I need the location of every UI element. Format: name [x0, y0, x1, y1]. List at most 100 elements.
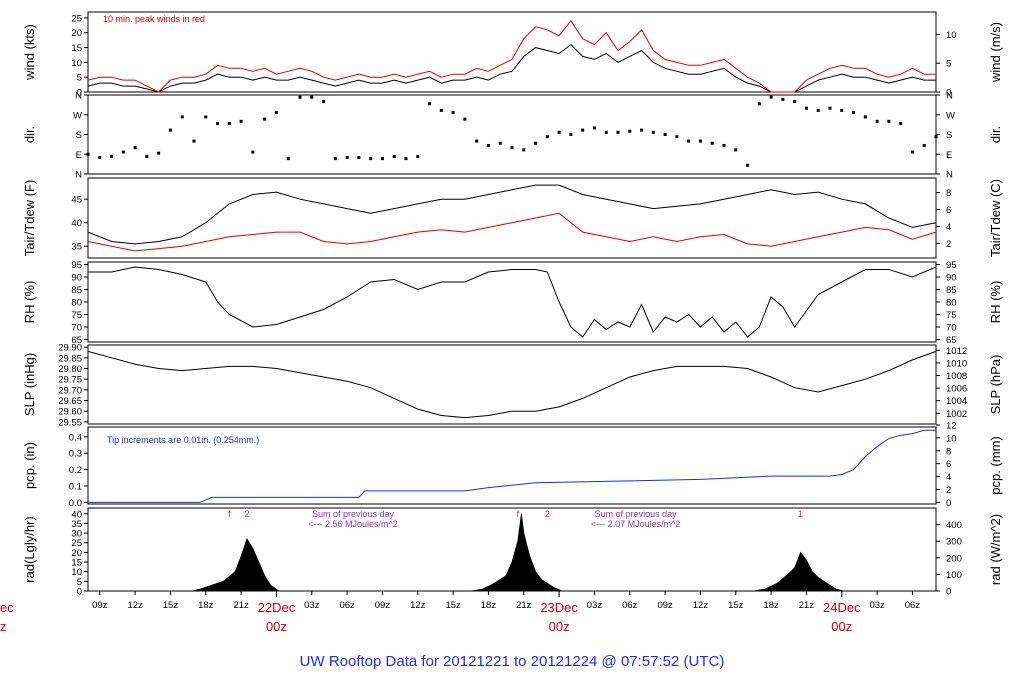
data-point — [557, 130, 561, 134]
day-label-hour: 00z — [549, 619, 570, 634]
ytick-left-label: 29.60 — [58, 407, 82, 418]
xtick-label: 15z — [728, 600, 744, 611]
data-point — [157, 151, 161, 155]
ytick-left-label: 25 — [71, 13, 82, 24]
ytick-left-label: 95 — [71, 260, 82, 271]
xtick-label: 21z — [799, 600, 815, 611]
annotation-text: f — [517, 509, 520, 519]
xtick-label: 09z — [375, 600, 391, 611]
y-axis-label-left: SLP (inHg) — [22, 353, 37, 416]
ytick-right-label: 10 — [946, 433, 957, 444]
ytick-right-label: 1010 — [946, 358, 967, 369]
ytick-left-label: 90 — [71, 273, 82, 284]
ytick-right-label: 0 — [946, 88, 951, 99]
ytick-left-label: 0 — [77, 88, 82, 99]
y-axis-label-right: rad (W/m^2) — [988, 514, 1003, 585]
ytick-left-label: N — [75, 170, 82, 181]
ytick-right-label: N — [946, 91, 953, 102]
ytick-left-label: 29.65 — [58, 396, 82, 407]
ytick-right-label: 1012 — [946, 346, 967, 357]
y-axis-label-left: rad(Lgly/hr) — [22, 516, 37, 582]
xtick-label: 09z — [92, 600, 108, 611]
day-label-date: 24Dec — [823, 600, 861, 615]
series-line — [87, 43, 936, 93]
data-point — [510, 146, 514, 150]
data-point — [227, 122, 231, 126]
ytick-left-label: 45 — [71, 195, 82, 206]
radiation-area — [88, 513, 936, 592]
ytick-left-label: 10 — [71, 58, 82, 69]
data-point — [121, 150, 125, 154]
data-point — [251, 150, 255, 154]
data-point — [522, 148, 526, 152]
data-point — [910, 150, 914, 154]
day-label-date: 23Dec — [540, 600, 578, 615]
ytick-left-label: 40 — [71, 509, 82, 520]
ytick-left-label: 0 — [77, 587, 82, 598]
series-line-tdew — [87, 212, 937, 252]
data-point — [828, 106, 832, 110]
xtick-label: 06z — [905, 600, 921, 611]
ytick-right-label: 400 — [946, 520, 962, 531]
panel-frame — [87, 11, 937, 93]
ytick-right-label: 2 — [946, 485, 951, 496]
data-point — [392, 154, 396, 158]
annotation-text: 2 — [545, 509, 550, 519]
data-point — [816, 108, 820, 112]
data-point — [569, 133, 573, 136]
day-label-hour: 00z — [266, 619, 287, 634]
series-line — [88, 429, 936, 503]
ytick-right-label: 4 — [946, 222, 951, 233]
data-point — [298, 95, 302, 99]
panel-pcp: 0.0 0.1 0.2 0.3 0.4 0 2 4 6 8 10 12 pcp. (in) pcp. (m… — [22, 420, 1003, 508]
panel-frame — [87, 94, 937, 175]
annotation-text: f — [228, 509, 231, 519]
ytick-right-label: 100 — [946, 570, 962, 581]
ytick-left-label: N — [75, 91, 82, 102]
day-label-hour: 00z — [831, 619, 852, 634]
ytick-left-label: 5 — [77, 73, 82, 84]
series-line — [88, 266, 937, 338]
ytick-right-label: S — [946, 130, 952, 141]
ytick-left-label: 0.0 — [69, 498, 82, 509]
data-point — [899, 122, 903, 126]
annotation-text: Sum of previous day — [312, 509, 395, 519]
data-point — [640, 128, 644, 132]
xtick-label: 15z — [445, 600, 461, 611]
ytick-left-label: 30 — [71, 529, 82, 540]
ytick-right-label: W — [946, 110, 955, 121]
data-point — [86, 152, 90, 156]
ytick-right-label: 1006 — [946, 384, 967, 395]
data-point — [687, 139, 691, 143]
y-axis-label-left: Tair/Tdew (F) — [22, 180, 37, 257]
series-line — [87, 350, 937, 419]
data-point — [416, 154, 420, 158]
data-point — [757, 102, 761, 106]
annotation-text: <--- 2.07 MJoules/m^2 — [591, 519, 681, 529]
data-point — [204, 115, 208, 119]
time-axis: 09z 12z 15z 18z 21z 03z 06z 09z 12z 15z 18z 21z 03z 0… — [0, 591, 920, 634]
ytick-right-label: 10 — [946, 30, 957, 41]
data-point — [781, 97, 785, 101]
ytick-left-label: W — [73, 110, 82, 121]
annotation-text: 10 min. peak winds in red — [103, 14, 205, 24]
data-point — [486, 143, 490, 147]
ytick-left-label: 35 — [71, 519, 82, 530]
panel-frame — [87, 344, 937, 425]
ytick-left-label: 29.75 — [58, 375, 82, 386]
xtick-label: 03z — [304, 600, 320, 611]
annotation-text: Sum of previous day — [595, 509, 678, 519]
ytick-right-label: 6 — [946, 459, 951, 470]
data-point — [133, 146, 137, 150]
ytick-right-label: 1004 — [946, 396, 967, 407]
ytick-left-label: 0.3 — [69, 449, 82, 460]
ytick-left-label: 10 — [71, 567, 82, 578]
ytick-right-label: 8 — [946, 188, 951, 199]
data-point — [545, 135, 549, 139]
annotation-text: <--- 2.56 MJoules/m^2 — [308, 519, 398, 529]
ytick-left-label: S — [76, 130, 82, 141]
panel-frame — [87, 426, 937, 505]
